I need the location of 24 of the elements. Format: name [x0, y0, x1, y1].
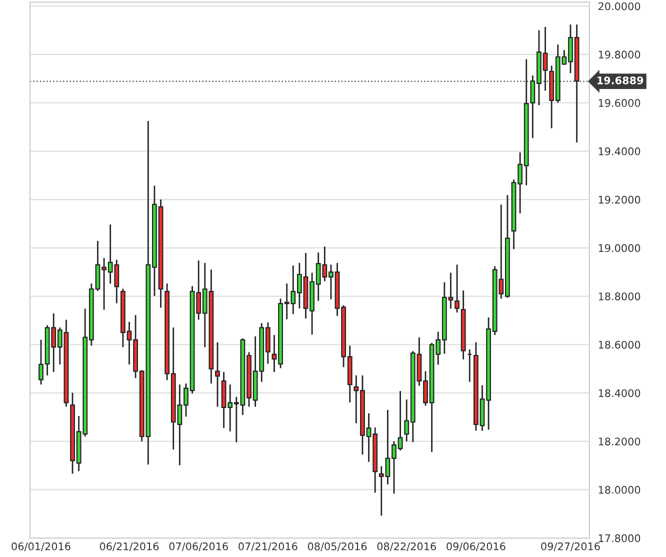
y-tick-label: 20.0000	[598, 2, 640, 10]
x-tick-label: 06/01/2016	[12, 542, 70, 552]
x-tick-label: 08/22/2016	[377, 542, 436, 552]
y-tick-label: 19.6000	[598, 99, 640, 107]
x-tick-label: 08/05/2016	[308, 542, 367, 552]
candlestick	[460, 290, 466, 360]
candlestick	[454, 264, 460, 314]
y-tick-label: 18.4000	[598, 389, 640, 398]
y-tick-label: 17.8000	[598, 534, 640, 542]
ref-line-label: 19.6889	[598, 76, 644, 84]
y-tick-label: 18.8000	[598, 292, 640, 300]
x-tick-label: 07/06/2016	[169, 542, 228, 552]
x-tick-label: 09/27/2016	[541, 542, 600, 552]
y-tick-label: 18.0000	[598, 486, 640, 494]
candlestick	[215, 342, 220, 408]
x-tick-label: 07/21/2016	[238, 542, 298, 552]
y-tick-label: 18.6000	[598, 340, 640, 349]
y-tick-label: 19.4000	[598, 147, 640, 156]
y-tick-label: 18.2000	[598, 438, 640, 446]
x-tick-label: 06/21/2016	[100, 542, 159, 552]
x-tick-label: 09/06/2016	[446, 542, 506, 552]
y-tick-label: 19.0000	[598, 244, 640, 252]
y-tick-label: 19.2000	[598, 196, 640, 204]
y-tick-label: 19.8000	[598, 50, 640, 59]
